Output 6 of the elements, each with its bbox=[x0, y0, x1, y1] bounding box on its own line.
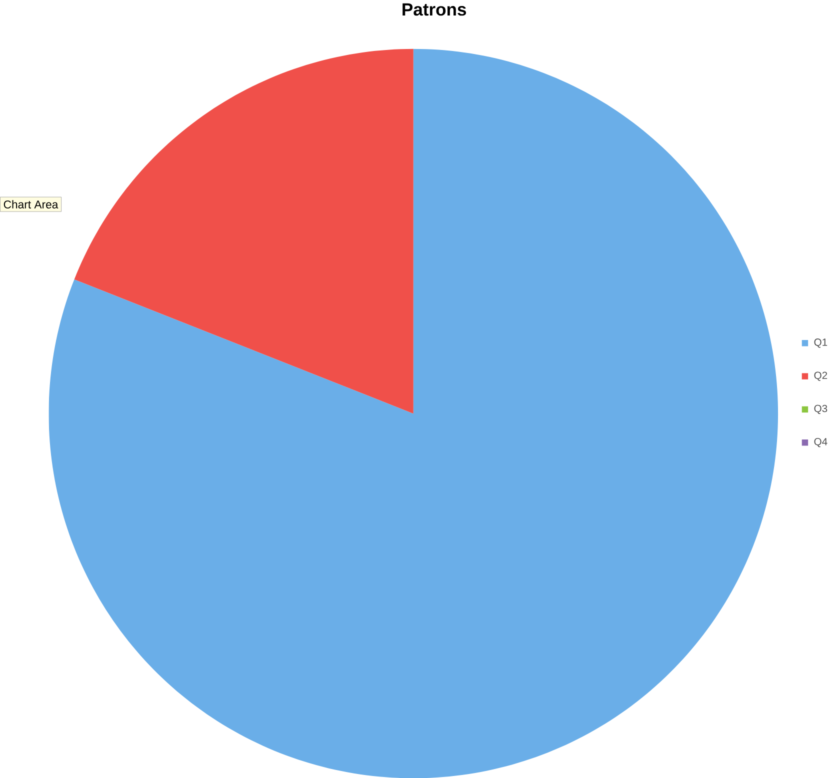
text: Chart Area bbox=[4, 200, 58, 208]
chart-title: Patrons bbox=[402, 3, 466, 16]
legend-label: Q1 bbox=[814, 338, 828, 348]
legend-label: Q3 bbox=[814, 404, 828, 414]
legend-label: Q4 bbox=[814, 438, 828, 448]
legend-label: Q2 bbox=[814, 372, 828, 381]
